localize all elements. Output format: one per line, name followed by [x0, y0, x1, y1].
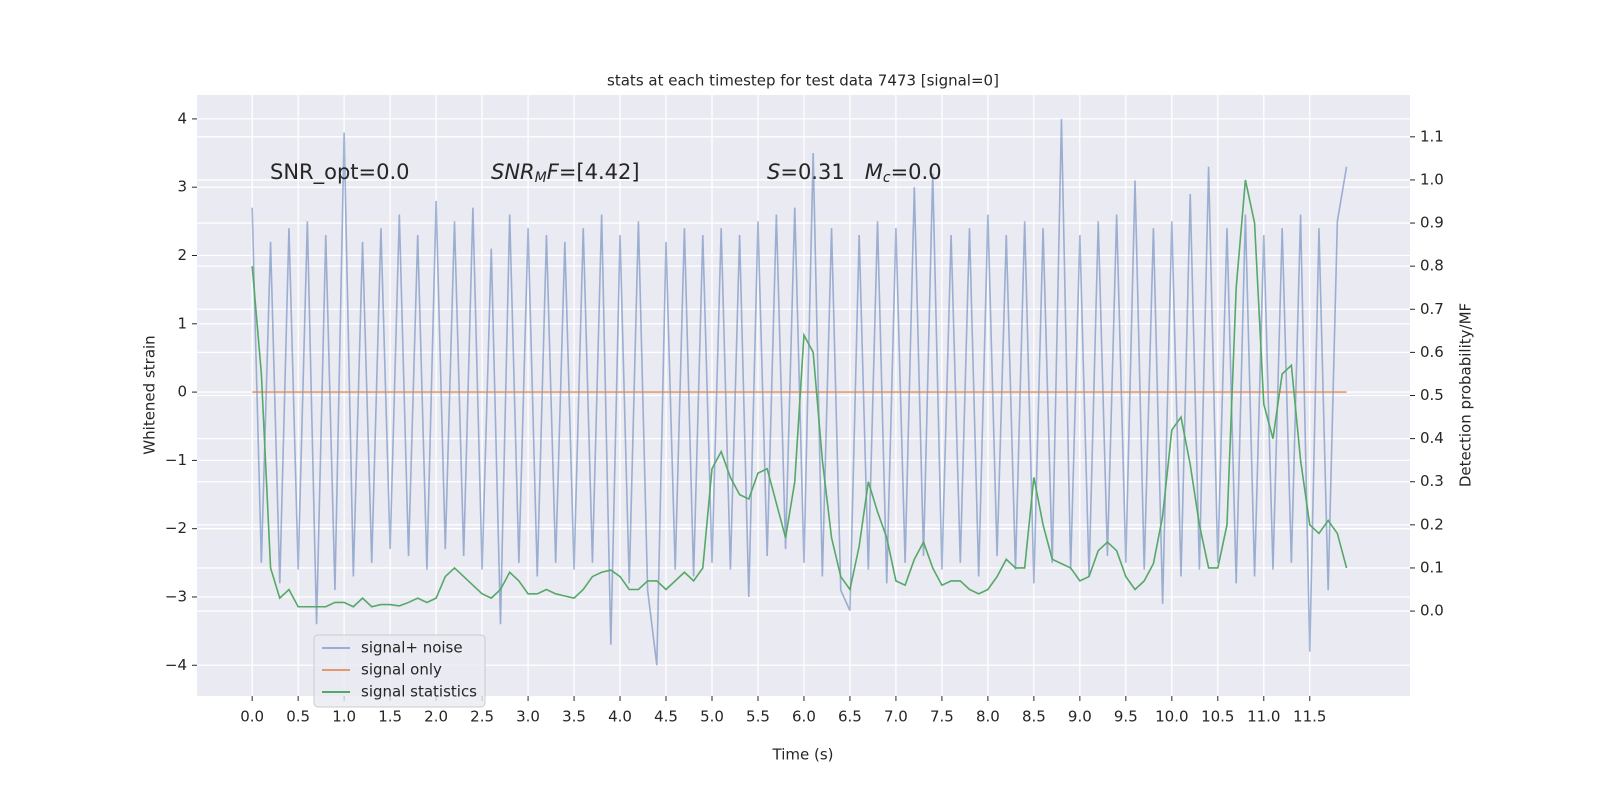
y2-tick-label: 0.7: [1420, 300, 1444, 318]
x-tick-label: 3.0: [516, 708, 540, 726]
y2-tick-label: 0.4: [1420, 429, 1444, 447]
annotation-part: M: [535, 170, 547, 186]
annotation-part: =0.0: [891, 160, 942, 184]
y2-tick-label: 0.1: [1420, 558, 1444, 576]
y2-tick-label: 0.9: [1420, 214, 1444, 232]
x-tick-label: 6.5: [838, 708, 862, 726]
legend-box: [313, 634, 486, 708]
y-tick-label: 0: [177, 383, 187, 401]
legend-label: signal+ noise: [361, 639, 463, 657]
x-tick-label: 6.0: [792, 708, 816, 726]
x-tick-label: 8.5: [1022, 708, 1046, 726]
x-tick-label: 11.5: [1293, 708, 1326, 726]
x-tick-label: 7.5: [930, 708, 954, 726]
x-tick-label: 2.5: [470, 708, 494, 726]
x-tick-label: 3.5: [562, 708, 586, 726]
annotation-part: F: [547, 160, 560, 184]
y2-axis-label: Detection probability/MF: [1457, 303, 1475, 487]
x-tick-label: 8.0: [976, 708, 1000, 726]
series-line: [251, 179, 1348, 608]
y-tick-label: 2: [177, 246, 187, 264]
chart-title: stats at each timestep for test data 747…: [607, 72, 999, 90]
y-tick-label: −4: [165, 656, 187, 674]
y2-tick-label: 0.5: [1420, 386, 1444, 404]
y-tick-label: 4: [177, 109, 187, 127]
y-tick-label: 3: [177, 178, 187, 196]
series-line: [251, 118, 1348, 666]
x-tick-label: 7.0: [884, 708, 908, 726]
y-tick-label: −1: [165, 451, 187, 469]
annotation-part: M: [865, 160, 883, 184]
x-tick-label: 10.0: [1155, 708, 1188, 726]
x-tick-label: 1.0: [332, 708, 356, 726]
x-tick-label: 9.5: [1114, 708, 1138, 726]
annotation: SNR_opt=0.0: [270, 160, 410, 185]
annotation-part: c: [883, 170, 891, 186]
x-tick-label: 9.0: [1068, 708, 1092, 726]
x-tick-label: 5.0: [700, 708, 724, 726]
x-tick-label: 5.5: [746, 708, 770, 726]
x-tick-label: 4.5: [654, 708, 678, 726]
legend-label: signal statistics: [361, 683, 477, 701]
annotation-part: =0.31: [780, 160, 864, 184]
legend: signal+ noise signal only signal statistic…: [313, 634, 486, 708]
legend-label: signal only: [361, 661, 442, 679]
y2-tick-label: 0.8: [1420, 257, 1444, 275]
y2-tick-label: 0.6: [1420, 343, 1444, 361]
x-tick-label: 0.5: [286, 708, 310, 726]
y-tick-label: 1: [177, 314, 187, 332]
x-tick-label: 10.5: [1201, 708, 1234, 726]
x-axis-label: Time (s): [772, 746, 834, 764]
y-tick-label: −3: [165, 587, 187, 605]
y2-tick-label: 0.0: [1420, 602, 1444, 620]
annotation: S=0.31 Mc=0.0: [767, 160, 942, 186]
annotation-part: S: [767, 160, 780, 184]
x-tick-label: 1.5: [378, 708, 402, 726]
annotation: SNRMF=[4.42]: [491, 160, 640, 186]
annotation-part: =[4.42]: [559, 160, 640, 184]
y2-tick-label: 1.0: [1420, 170, 1444, 188]
x-tick-label: 4.0: [608, 708, 632, 726]
y-tick-label: −2: [165, 519, 187, 537]
annotation-part: SNR_opt=0.0: [270, 160, 410, 185]
y2-tick-label: 1.1: [1420, 127, 1444, 145]
x-tick-label: 0.0: [240, 708, 264, 726]
x-tick-label: 2.0: [424, 708, 448, 726]
y2-tick-label: 0.3: [1420, 472, 1444, 490]
x-tick-label: 11.0: [1247, 708, 1280, 726]
annotation-part: SNR: [491, 160, 535, 184]
y2-tick-label: 0.2: [1420, 515, 1444, 533]
y-axis-label: Whitened strain: [141, 335, 159, 454]
